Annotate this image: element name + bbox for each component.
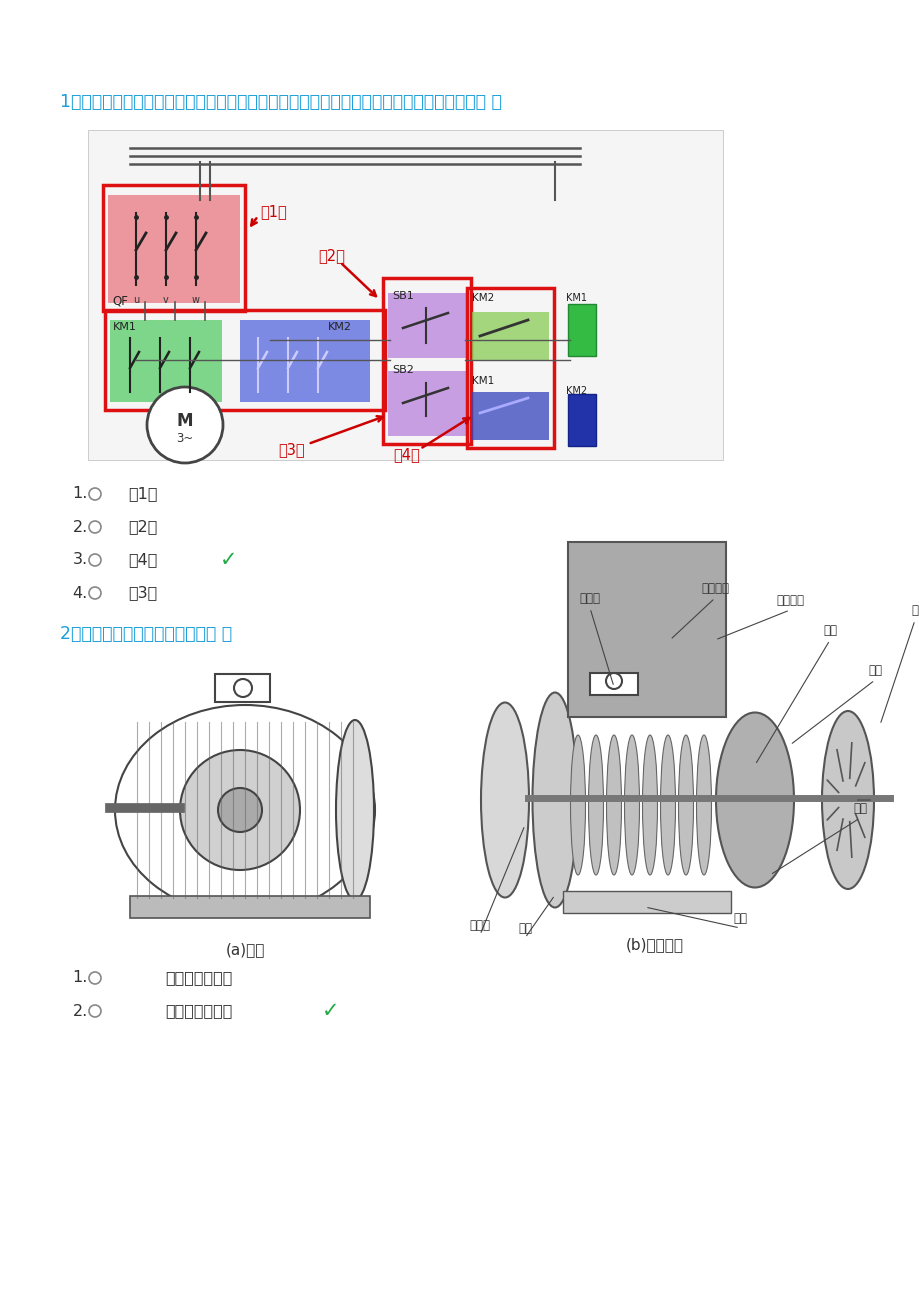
Ellipse shape: [570, 736, 584, 875]
Text: 2.: 2.: [73, 519, 88, 535]
Text: 他励直流电动机: 他励直流电动机: [165, 970, 233, 986]
Text: w: w: [192, 296, 199, 305]
Text: （4）: （4）: [392, 448, 419, 462]
Text: (a)外形: (a)外形: [225, 943, 265, 957]
Text: （2）: （2）: [318, 249, 345, 263]
FancyBboxPatch shape: [562, 891, 731, 913]
Text: KM2: KM2: [328, 322, 352, 332]
Ellipse shape: [678, 736, 693, 875]
Text: （2）: （2）: [128, 519, 157, 535]
Text: 定子绕组: 定子绕组: [775, 594, 803, 607]
Text: 轴承盖: 轴承盖: [469, 919, 490, 932]
Ellipse shape: [115, 704, 375, 915]
Text: （3）: （3）: [278, 443, 304, 457]
Text: 1、图示的控制线路图中，用红色方框标出的哪个部分代表了防止三相线短路的互锁环节？（ ）: 1、图示的控制线路图中，用红色方框标出的哪个部分代表了防止三相线短路的互锁环节？…: [60, 92, 502, 111]
FancyBboxPatch shape: [88, 130, 722, 460]
Circle shape: [89, 521, 101, 533]
Text: 转轴: 转轴: [823, 624, 836, 637]
Circle shape: [89, 553, 101, 566]
Text: SB2: SB2: [391, 365, 414, 375]
Text: KM2: KM2: [565, 385, 586, 396]
Text: 1.: 1.: [73, 487, 88, 501]
FancyBboxPatch shape: [567, 395, 596, 447]
Circle shape: [218, 788, 262, 832]
Ellipse shape: [481, 703, 528, 897]
Text: 端盖: 端盖: [517, 922, 531, 935]
Text: KM1: KM1: [565, 293, 586, 303]
FancyBboxPatch shape: [215, 674, 269, 702]
FancyBboxPatch shape: [471, 312, 549, 359]
Text: KM1: KM1: [113, 322, 137, 332]
Circle shape: [89, 973, 101, 984]
Text: 3~: 3~: [176, 431, 193, 444]
Text: 4.: 4.: [73, 586, 88, 600]
Ellipse shape: [715, 712, 793, 888]
Text: 3.: 3.: [73, 552, 88, 568]
FancyBboxPatch shape: [567, 542, 725, 717]
Circle shape: [606, 673, 621, 689]
FancyBboxPatch shape: [567, 303, 596, 355]
Text: M: M: [176, 411, 193, 430]
Ellipse shape: [335, 720, 374, 900]
Text: （3）: （3）: [128, 586, 157, 600]
Text: 接线盒: 接线盒: [579, 592, 600, 605]
Text: （1）: （1）: [128, 487, 157, 501]
Ellipse shape: [641, 736, 657, 875]
Text: 定子铁心: 定子铁心: [700, 582, 728, 595]
Ellipse shape: [660, 736, 675, 875]
Ellipse shape: [624, 736, 639, 875]
Circle shape: [233, 680, 252, 697]
Text: ✓: ✓: [220, 549, 237, 570]
FancyBboxPatch shape: [130, 896, 369, 918]
Text: 2.: 2.: [73, 1004, 88, 1018]
Circle shape: [89, 587, 101, 599]
Text: 机座: 机座: [732, 911, 746, 924]
Text: (b)内部结构: (b)内部结构: [625, 937, 683, 952]
Text: 转子: 转子: [867, 664, 881, 677]
FancyBboxPatch shape: [471, 392, 549, 440]
Circle shape: [180, 750, 300, 870]
Text: 风: 风: [911, 604, 917, 617]
Text: 三相异步电动机: 三相异步电动机: [165, 1004, 233, 1018]
Ellipse shape: [696, 736, 710, 875]
Text: KM2: KM2: [471, 293, 494, 303]
Circle shape: [89, 488, 101, 500]
Circle shape: [147, 387, 222, 464]
Text: （4）: （4）: [128, 552, 157, 568]
Text: 1.: 1.: [73, 970, 88, 986]
Text: ✓: ✓: [322, 1001, 339, 1021]
Text: 轴承: 轴承: [852, 802, 866, 815]
Text: 2、下图所示的电动机是一台：（ ）: 2、下图所示的电动机是一台：（ ）: [60, 625, 232, 643]
FancyBboxPatch shape: [240, 320, 369, 402]
Text: SB1: SB1: [391, 292, 414, 301]
FancyBboxPatch shape: [110, 320, 221, 402]
Text: v: v: [163, 296, 169, 305]
Ellipse shape: [588, 736, 603, 875]
Text: QF: QF: [112, 296, 128, 309]
Ellipse shape: [821, 711, 873, 889]
FancyBboxPatch shape: [108, 195, 240, 303]
Ellipse shape: [606, 736, 621, 875]
FancyBboxPatch shape: [388, 371, 466, 436]
FancyBboxPatch shape: [388, 293, 466, 358]
Ellipse shape: [532, 693, 577, 907]
Circle shape: [89, 1005, 101, 1017]
Text: KM1: KM1: [471, 376, 494, 385]
Text: （1）: （1）: [260, 204, 287, 220]
FancyBboxPatch shape: [589, 673, 637, 695]
Text: u: u: [132, 296, 139, 305]
